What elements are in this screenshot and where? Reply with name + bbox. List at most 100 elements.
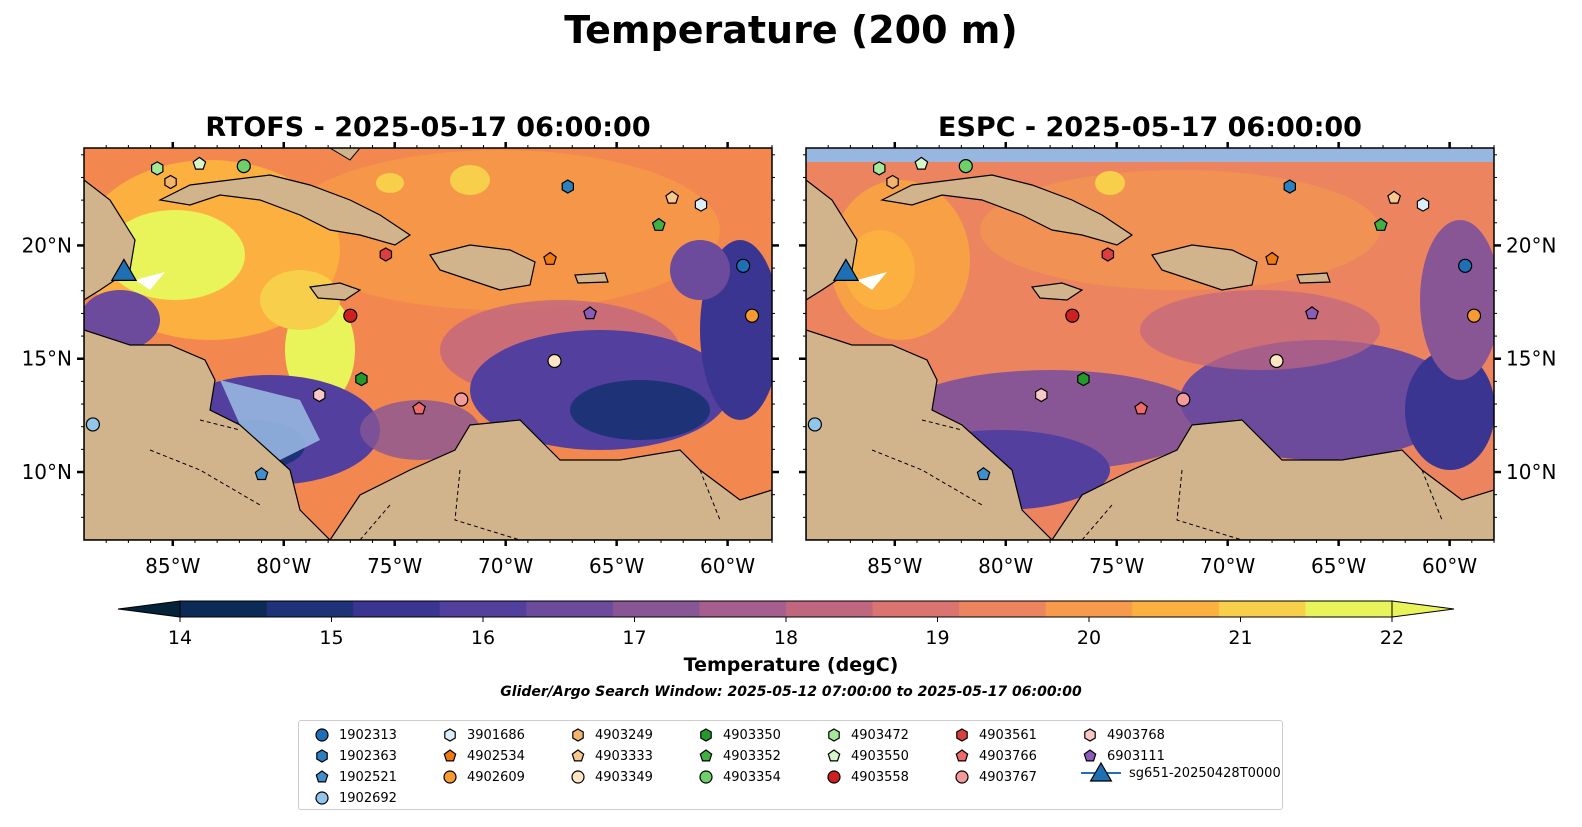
legend-circle-icon (571, 770, 585, 784)
lon-tick-label: 85°W (867, 554, 922, 578)
lon-tick-label: 65°W (589, 554, 644, 578)
argo-marker-1902363 (1283, 179, 1297, 194)
legend-marker-icon (828, 728, 840, 742)
legend-item: 3901686 (441, 725, 525, 745)
legend-item: 4903350 (697, 725, 781, 745)
legend-marker-icon (700, 728, 712, 742)
legend-item: sg651-20250428T0000 (1081, 761, 1281, 783)
legend-item: 4902609 (441, 767, 525, 787)
panel-title-rtofs: RTOFS - 2025-05-17 06:00:00 (205, 112, 651, 143)
legend-pentagon-icon (1083, 749, 1097, 762)
legend-marker-icon (955, 749, 969, 762)
argo-marker-3901686 (1416, 197, 1430, 212)
glider-marker (110, 258, 138, 281)
colorbar-tick-label: 16 (471, 627, 495, 649)
argo-markers-espc (807, 156, 1482, 481)
argo-marker-1902363 (561, 179, 575, 194)
colorbar-tick-label: 18 (774, 627, 798, 649)
legend-label: 1902363 (339, 748, 397, 764)
colorbar-label: Temperature (degC) (683, 654, 899, 676)
legend-circle-icon (315, 728, 329, 742)
legend-label: 4903558 (851, 769, 909, 785)
figure-title: Temperature (200 m) (564, 8, 1018, 52)
legend-circle-icon (699, 770, 713, 784)
argo-marker-4903550 (914, 156, 929, 170)
legend-item: 4903768 (1081, 725, 1165, 745)
legend-pentagon-icon (443, 749, 457, 762)
legend-label: sg651-20250428T0000 (1129, 765, 1281, 781)
legend-circle-icon (315, 791, 329, 805)
argo-marker-4903352 (1373, 217, 1388, 231)
legend-item: 4903550 (825, 746, 909, 766)
argo-marker-1902313 (736, 258, 751, 273)
argo-marker-4902534 (1265, 251, 1279, 265)
lon-tick-label: 75°W (1089, 554, 1144, 578)
lon-tick-label: 70°W (1200, 554, 1255, 578)
colorbar-tick-label: 22 (1380, 627, 1404, 649)
legend-marker-icon (315, 728, 329, 742)
colorbar-segment (786, 601, 874, 617)
legend-glider-icon (1089, 761, 1113, 782)
legend-marker-icon (444, 728, 456, 742)
colorbar-segment (180, 601, 268, 617)
argo-marker-4903472 (151, 161, 164, 176)
legend-marker-icon (443, 749, 457, 762)
argo-marker-4903767 (454, 392, 469, 407)
argo-marker-4903349 (1269, 353, 1284, 369)
legend-pentagon-icon (571, 749, 585, 762)
colorbar: 14 15 16 17 18 19 20 21 22 (117, 600, 1455, 649)
argo-marker-6903111 (583, 306, 597, 320)
temperature-field-rtofs (84, 148, 772, 540)
legend-marker-icon (1081, 761, 1121, 782)
argo-marker-6903111 (1305, 306, 1319, 320)
legend-pentagon-icon (955, 749, 969, 762)
argo-marker-4903767 (1176, 392, 1191, 407)
legend-item: 4903333 (569, 746, 653, 766)
colorbar-segment (1045, 601, 1133, 617)
argo-marker-4902609 (744, 308, 760, 323)
argo-marker-1902692 (85, 417, 100, 432)
argo-marker-4903333 (1387, 190, 1402, 204)
legend-circle-icon (827, 770, 841, 784)
legend-pentagon-icon (315, 770, 329, 783)
argo-marker-4903349 (547, 353, 562, 369)
legend-hexagon-icon (444, 728, 456, 742)
legend: 1902313 1902363 1902521 1902692 3901686 49025… (298, 720, 1283, 810)
colorbar-segment (872, 601, 960, 617)
legend-label: 4902534 (467, 748, 525, 764)
legend-circle-icon (443, 770, 457, 784)
legend-label: 4903768 (1107, 727, 1165, 743)
lon-tick-label: 70°W (478, 554, 533, 578)
temperature-field-espc (806, 148, 1494, 540)
legend-marker-icon (571, 749, 585, 762)
legend-marker-icon (1083, 749, 1097, 762)
legend-marker-icon (699, 770, 713, 784)
legend-label: 4903249 (595, 727, 653, 743)
legend-item: 1902521 (313, 767, 397, 787)
argo-marker-4903354 (236, 159, 251, 174)
legend-marker-icon (572, 728, 584, 742)
colorbar-tick-label: 14 (168, 627, 192, 649)
lat-tick-label: 15°N (22, 347, 72, 371)
argo-marker-4903768 (1034, 387, 1048, 403)
legend-label: 4903352 (723, 748, 781, 764)
argo-marker-4903350 (1077, 371, 1090, 387)
legend-label: 1902692 (339, 790, 397, 806)
argo-marker-3901686 (694, 197, 708, 212)
colorbar-segment (1132, 601, 1220, 617)
legend-label: 4902609 (467, 769, 525, 785)
legend-pentagon-icon (827, 749, 841, 762)
colorbar-extend-min (117, 600, 181, 618)
legend-marker-icon (955, 770, 969, 784)
legend-marker-icon (315, 791, 329, 805)
legend-label: 1902521 (339, 769, 397, 785)
legend-pentagon-icon (699, 749, 713, 762)
map-panel-rtofs: 85°W 80°W 75°W 70°W 65°W 60°W 20°N 15°N 10°N (22, 142, 779, 578)
legend-marker-icon (443, 770, 457, 784)
legend-item: 1902692 (313, 788, 397, 808)
legend-hexagon-icon (828, 728, 840, 742)
legend-label: 4903354 (723, 769, 781, 785)
argo-marker-1902521 (976, 467, 991, 481)
colorbar-segment (526, 601, 614, 617)
colorbar-tick-label: 20 (1077, 627, 1101, 649)
